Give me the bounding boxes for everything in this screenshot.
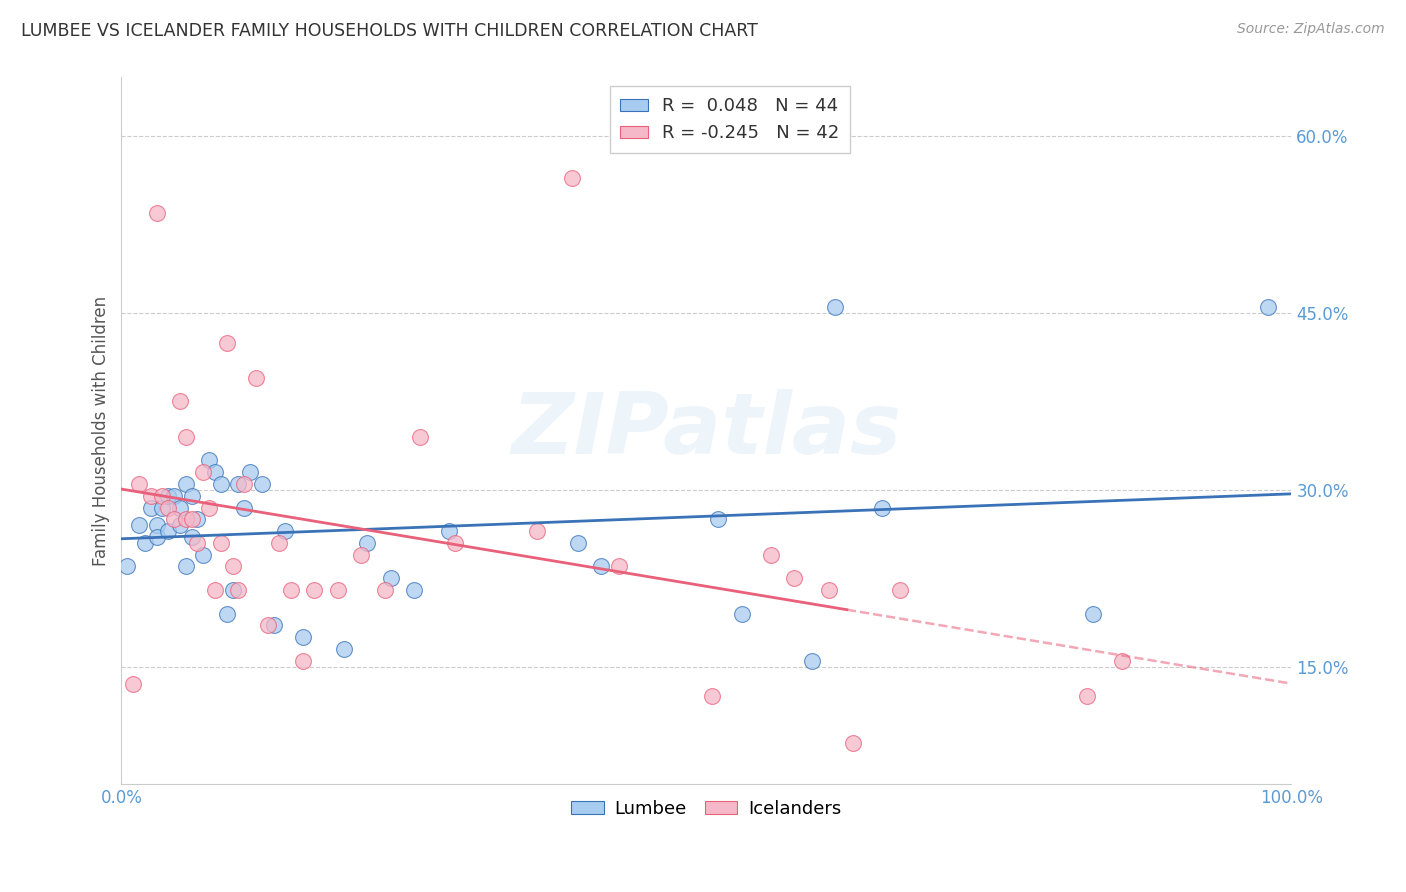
Point <box>233 500 256 515</box>
Point <box>444 536 467 550</box>
Point <box>204 465 226 479</box>
Point <box>356 536 378 550</box>
Point <box>759 548 782 562</box>
Point <box>818 582 841 597</box>
Point <box>193 465 215 479</box>
Point <box>824 300 846 314</box>
Point <box>150 489 173 503</box>
Point <box>380 571 402 585</box>
Point <box>128 518 150 533</box>
Text: Source: ZipAtlas.com: Source: ZipAtlas.com <box>1237 22 1385 37</box>
Point <box>326 582 349 597</box>
Point <box>228 477 250 491</box>
Point <box>250 477 273 491</box>
Point <box>269 536 291 550</box>
Point <box>215 335 238 350</box>
Point <box>707 512 730 526</box>
Point <box>163 512 186 526</box>
Point <box>730 607 752 621</box>
Point <box>221 559 243 574</box>
Y-axis label: Family Households with Children: Family Households with Children <box>93 296 110 566</box>
Point <box>157 489 180 503</box>
Point <box>215 607 238 621</box>
Point <box>198 500 221 515</box>
Point <box>122 677 145 691</box>
Point <box>702 689 724 703</box>
Point <box>291 630 314 644</box>
Point <box>198 453 221 467</box>
Point <box>180 489 202 503</box>
Point <box>870 500 893 515</box>
Point <box>139 489 162 503</box>
Point <box>157 524 180 538</box>
Point <box>134 536 156 550</box>
Point <box>526 524 548 538</box>
Text: LUMBEE VS ICELANDER FAMILY HOUSEHOLDS WITH CHILDREN CORRELATION CHART: LUMBEE VS ICELANDER FAMILY HOUSEHOLDS WI… <box>21 22 758 40</box>
Legend: Lumbee, Icelanders: Lumbee, Icelanders <box>564 792 849 825</box>
Point <box>841 736 863 750</box>
Point <box>169 518 191 533</box>
Point <box>1076 689 1098 703</box>
Point <box>204 582 226 597</box>
Point <box>567 536 589 550</box>
Point <box>145 518 167 533</box>
Point <box>186 512 208 526</box>
Point <box>350 548 373 562</box>
Point <box>157 500 180 515</box>
Point <box>145 530 167 544</box>
Point <box>174 477 197 491</box>
Point <box>1257 300 1279 314</box>
Point <box>263 618 285 632</box>
Point <box>174 512 197 526</box>
Point <box>169 394 191 409</box>
Point <box>800 654 823 668</box>
Point <box>150 500 173 515</box>
Point <box>145 206 167 220</box>
Point <box>209 477 232 491</box>
Point <box>374 582 396 597</box>
Point <box>163 489 186 503</box>
Point <box>193 548 215 562</box>
Point <box>128 477 150 491</box>
Point <box>274 524 297 538</box>
Point <box>1111 654 1133 668</box>
Point <box>607 559 630 574</box>
Point <box>228 582 250 597</box>
Point <box>186 536 208 550</box>
Point <box>591 559 613 574</box>
Point <box>209 536 232 550</box>
Text: ZIPatlas: ZIPatlas <box>512 390 901 473</box>
Point <box>437 524 460 538</box>
Point <box>561 170 583 185</box>
Point <box>169 500 191 515</box>
Point <box>1081 607 1104 621</box>
Point <box>332 641 354 656</box>
Point <box>783 571 806 585</box>
Point <box>139 500 162 515</box>
Point <box>221 582 243 597</box>
Point <box>256 618 278 632</box>
Point <box>180 512 202 526</box>
Point <box>291 654 314 668</box>
Point <box>174 559 197 574</box>
Point <box>402 582 425 597</box>
Point <box>280 582 302 597</box>
Point <box>117 559 139 574</box>
Point <box>409 430 432 444</box>
Point <box>889 582 911 597</box>
Point <box>180 530 202 544</box>
Point <box>174 430 197 444</box>
Point <box>304 582 326 597</box>
Point <box>239 465 262 479</box>
Point <box>233 477 256 491</box>
Point <box>245 371 267 385</box>
